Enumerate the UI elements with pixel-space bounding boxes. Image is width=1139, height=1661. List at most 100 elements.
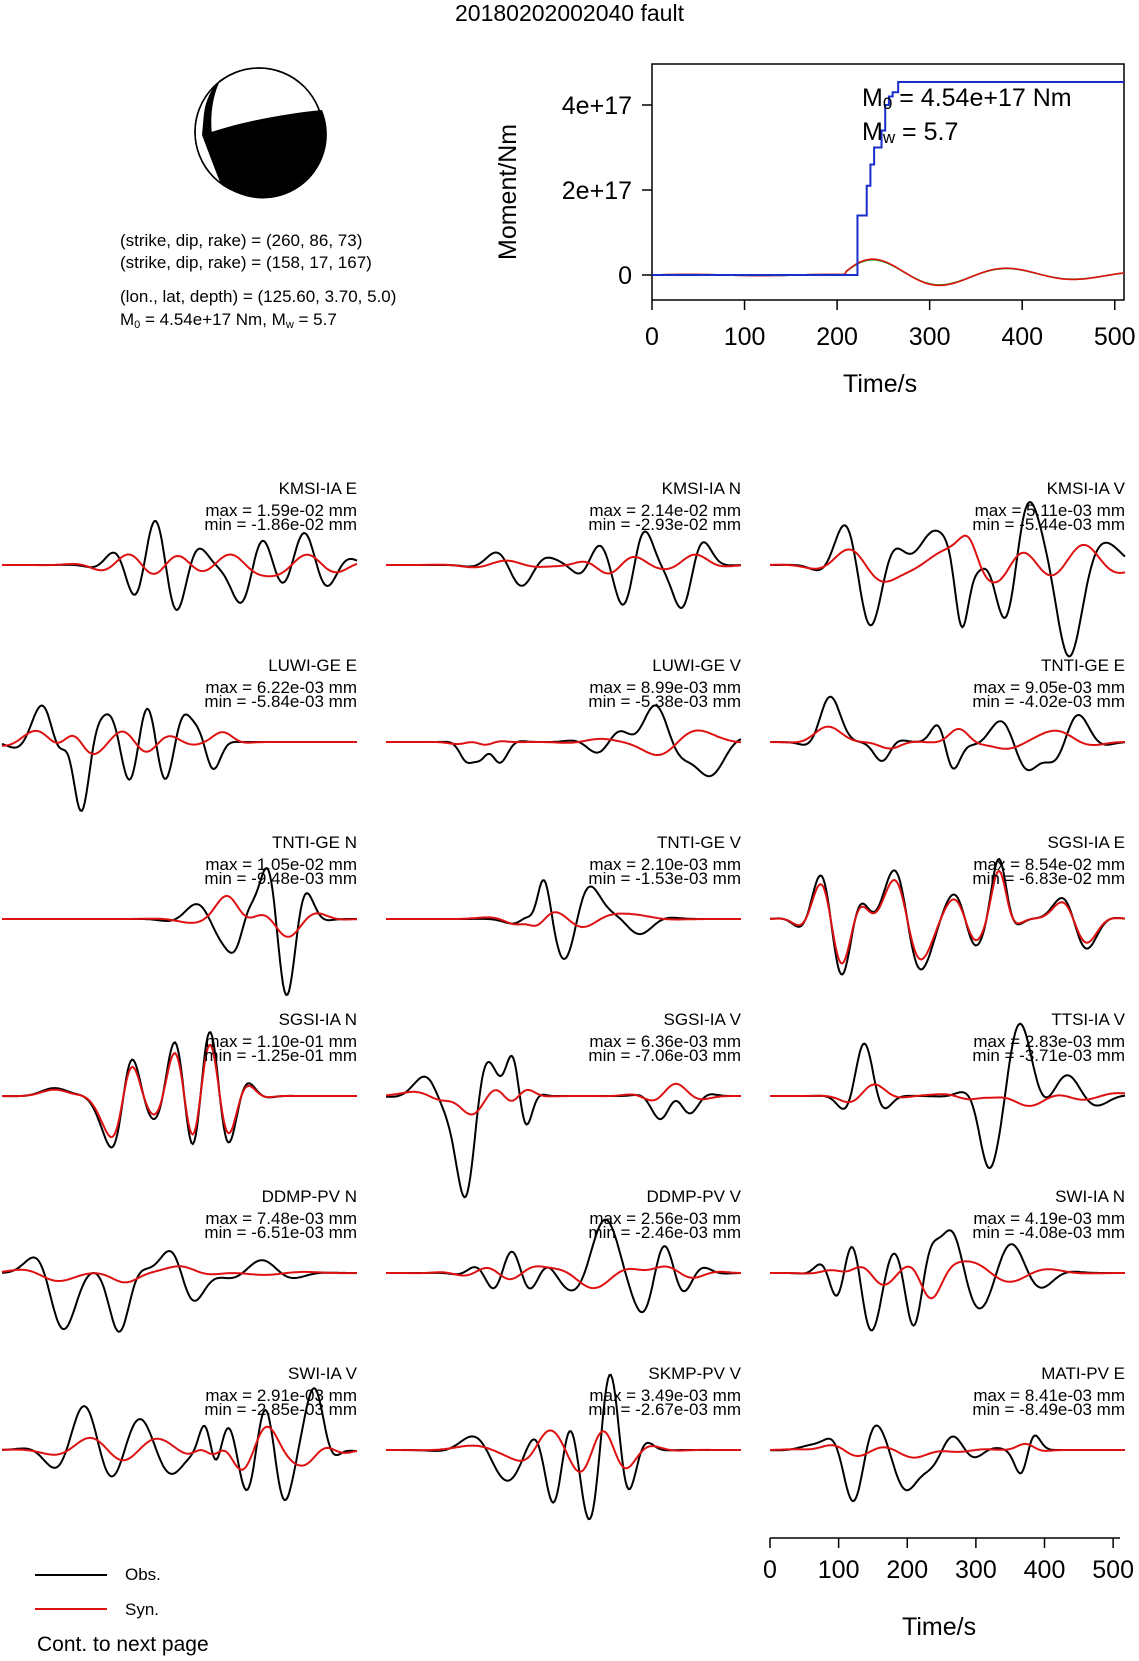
observed-trace (386, 530, 741, 609)
trace-min-label: min = -6.51e-03 mm (204, 1223, 357, 1242)
observed-trace (386, 704, 742, 778)
trace-station-label: KMSI-IA N (661, 479, 741, 498)
moment-x-tick-label: 200 (816, 323, 858, 351)
synthetic-trace (385, 1082, 741, 1116)
synthetic-trace (1, 1265, 357, 1284)
trace-station-label: LUWI-GE V (652, 656, 741, 675)
waveform-x-tick-label: 300 (955, 1556, 997, 1584)
synthetic-trace (2, 1043, 357, 1139)
legend-swatches (35, 1574, 107, 1610)
trace-max-label: max = 8.41e-03 mm (973, 1386, 1125, 1405)
page-title: 20180202002040 fault (455, 0, 684, 26)
synthetic-trace (2, 553, 358, 578)
waveform-x-axis-label: Time/s (902, 1613, 977, 1641)
location-depth: (lon., lat, depth) = (125.60, 3.70, 5.0) (120, 287, 397, 306)
trace-min-label: min = -1.53e-03 mm (588, 869, 741, 888)
synthetic-trace (2, 894, 357, 938)
legend-obs-label: Obs. (125, 1565, 161, 1584)
trace-max-label: max = 6.36e-03 mm (589, 1032, 741, 1051)
synthetic-trace (2, 1425, 358, 1471)
synthetic-trace (386, 553, 742, 575)
moment-y-tick-label: 4e+17 (562, 92, 632, 120)
trace-station-label: SWI-IA N (1055, 1187, 1125, 1206)
trace-max-label: max = 1.59e-02 mm (205, 501, 357, 520)
moment-y-tick-label: 0 (618, 262, 632, 290)
observed-trace (770, 1229, 1125, 1332)
trace-max-label: max = 1.10e-01 mm (205, 1032, 357, 1051)
trace-min-label: min = -1.25e-01 mm (204, 1046, 357, 1065)
strike-dip-rake-2: (strike, dip, rake) = (158, 17, 167) (120, 253, 372, 272)
trace-station-label: MATI-PV E (1041, 1364, 1125, 1383)
observed-trace (1, 1249, 357, 1333)
moment-x-axis-label: Time/s (843, 370, 918, 398)
moment-x-tick-label: 100 (724, 323, 766, 351)
focal-mechanism-beachball (194, 67, 327, 199)
synthetic-trace (770, 1442, 1125, 1459)
trace-max-label: max = 2.10e-03 mm (589, 855, 741, 874)
synthetic-trace (770, 1260, 1125, 1300)
trace-station-label: SKMP-PV V (648, 1364, 741, 1383)
m0-annotation: M0 = 4.54e+17 Nm (862, 84, 1072, 113)
trace-station-label: SGSI-IA E (1047, 833, 1125, 852)
trace-min-label: min = -7.06e-03 mm (588, 1046, 741, 1065)
moment-magnitude-text: M0 = 4.54e+17 Nm, Mw = 5.7 (120, 310, 337, 331)
synthetic-trace (386, 729, 742, 756)
trace-max-label: max = 8.54e-02 mm (973, 855, 1125, 874)
observed-trace (769, 1424, 1125, 1503)
trace-max-label: max = 7.48e-03 mm (205, 1209, 357, 1228)
trace-min-label: min = -2.67e-03 mm (588, 1400, 741, 1419)
trace-min-label: min = -5.44e-03 mm (972, 515, 1125, 534)
moment-x-tick-label: 300 (909, 323, 951, 351)
waveform-x-tick-label: 500 (1092, 1556, 1134, 1584)
synthetic-trace (770, 725, 1125, 750)
waveform-x-tick-label: 200 (886, 1556, 928, 1584)
trace-max-label: max = 2.83e-03 mm (973, 1032, 1125, 1051)
observed-trace (770, 695, 1126, 772)
legend-syn-label: Syn. (125, 1600, 160, 1619)
synthetic-trace (386, 1429, 741, 1473)
trace-max-label: max = 8.99e-03 mm (589, 678, 741, 697)
moment-y-tick-label: 2e+17 (562, 177, 632, 205)
trace-max-label: max = 9.05e-03 mm (973, 678, 1125, 697)
synthetic-trace (2, 729, 357, 756)
trace-max-label: max = 2.56e-03 mm (589, 1209, 741, 1228)
trace-min-label: min = -6.83e-02 mm (972, 869, 1125, 888)
strike-dip-rake-1: (strike, dip, rake) = (260, 86, 73) (120, 231, 363, 250)
trace-station-label: KMSI-IA E (278, 479, 357, 498)
moment-plot-frame (651, 63, 1125, 301)
synthetic-trace (386, 911, 741, 929)
trace-max-label: max = 5.11e-03 mm (974, 501, 1125, 520)
trace-max-label: max = 4.19e-03 mm (973, 1209, 1125, 1228)
trace-min-label: min = -2.93e-02 mm (588, 515, 741, 534)
trace-station-label: TNTI-GE V (656, 833, 741, 852)
trace-min-label: min = -8.49e-03 mm (972, 1400, 1125, 1419)
trace-max-label: max = 6.22e-03 mm (205, 678, 357, 697)
waveform-x-tick-label: 100 (818, 1556, 860, 1584)
moment-x-tick-label: 500 (1094, 323, 1136, 351)
synthetic-trace (770, 1083, 1126, 1107)
trace-min-label: min = -4.02e-03 mm (972, 692, 1125, 711)
trace-max-label: max = 1.05e-02 mm (205, 855, 357, 874)
moment-time-function-chart: 0 100 200 300 400 500 0 2e+17 4e+17 (562, 63, 1136, 351)
moment-x-tick-label: 0 (645, 323, 659, 351)
observed-trace (1, 704, 357, 812)
trace-max-label: max = 2.91e-03 mm (205, 1386, 357, 1405)
trace-min-label: min = -5.38e-03 mm (588, 692, 741, 711)
trace-min-label: min = -2.46e-03 mm (588, 1223, 741, 1242)
trace-max-label: max = 2.14e-02 mm (589, 501, 741, 520)
observed-trace (2, 1387, 358, 1502)
synthetic-trace (386, 1265, 741, 1290)
moment-x-tick-label: 400 (1001, 323, 1043, 351)
moment-curve (652, 81, 1124, 276)
trace-max-label: max = 3.49e-03 mm (589, 1386, 741, 1405)
trace-station-label: TNTI-GE E (1040, 656, 1125, 675)
observed-trace (770, 501, 1126, 658)
continued-footer: Cont. to next page (37, 1633, 209, 1656)
trace-min-label: min = -1.86e-02 mm (204, 515, 357, 534)
trace-station-label: KMSI-IA V (1046, 479, 1125, 498)
mw-annotation: Mw = 5.7 (862, 118, 959, 147)
trace-station-label: DDMP-PV N (261, 1187, 357, 1206)
trace-min-label: min = -2.85e-03 mm (204, 1400, 357, 1419)
trace-min-label: min = -5.84e-03 mm (204, 692, 357, 711)
trace-min-label: min = -3.71e-03 mm (972, 1046, 1125, 1065)
